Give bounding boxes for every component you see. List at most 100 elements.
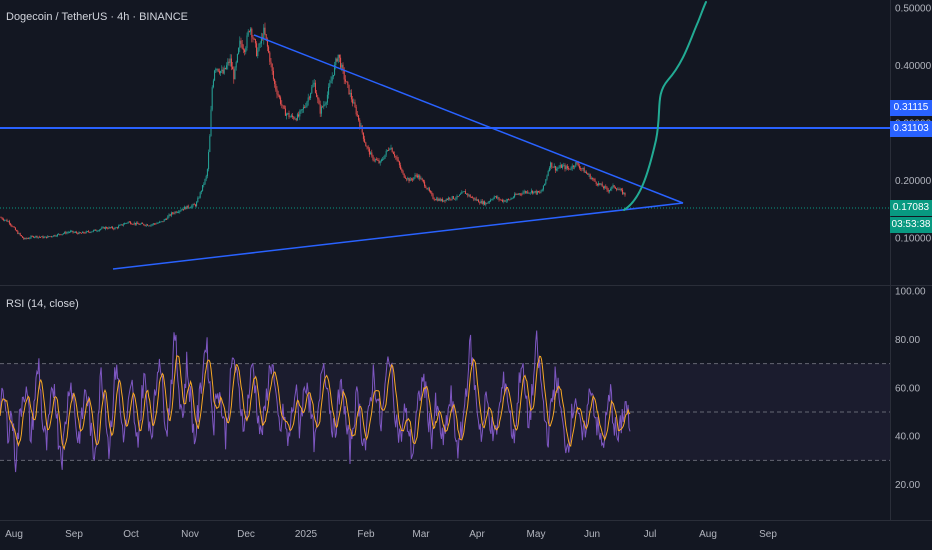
candle-body bbox=[109, 227, 111, 228]
candle-body bbox=[59, 233, 61, 235]
candle-body bbox=[322, 106, 324, 108]
candle-body bbox=[53, 235, 55, 237]
time-tick-label: Oct bbox=[123, 529, 139, 540]
time-tick-label: Nov bbox=[181, 529, 199, 540]
candle-body bbox=[176, 212, 178, 213]
candle-body bbox=[479, 202, 481, 204]
candle-body bbox=[372, 155, 374, 160]
candle-body bbox=[224, 67, 226, 69]
candle-body bbox=[275, 83, 277, 90]
candle-body bbox=[457, 196, 459, 197]
candle-body bbox=[232, 66, 234, 70]
candle-body bbox=[374, 159, 376, 161]
candle-body bbox=[409, 178, 411, 182]
candle-body bbox=[61, 233, 63, 235]
candle-body bbox=[342, 64, 344, 70]
candle-body bbox=[354, 102, 356, 108]
candle-body bbox=[77, 232, 79, 235]
candle-body bbox=[330, 80, 332, 84]
candle-body bbox=[110, 226, 112, 228]
rsi-title: RSI (14, close) bbox=[6, 298, 79, 310]
candle-body bbox=[190, 207, 192, 209]
candle-body bbox=[521, 193, 523, 195]
candle-body bbox=[368, 148, 370, 155]
candle-body bbox=[616, 188, 618, 190]
time-tick-label: Jun bbox=[584, 529, 600, 540]
candle-body bbox=[606, 187, 608, 190]
candle-body bbox=[443, 200, 445, 202]
candle-body bbox=[55, 235, 57, 237]
candle-body bbox=[367, 146, 369, 149]
candle-body bbox=[449, 197, 451, 200]
candle-body bbox=[552, 166, 554, 168]
candle-body bbox=[120, 224, 122, 226]
candle-body bbox=[282, 105, 284, 107]
candle-body bbox=[62, 233, 64, 235]
candle-body bbox=[424, 181, 426, 187]
candle-body bbox=[162, 221, 164, 223]
candle-body bbox=[198, 197, 200, 199]
candle-body bbox=[181, 209, 183, 211]
level-price-badge-upper: 0.31115 bbox=[890, 100, 932, 116]
candle-body bbox=[154, 223, 156, 225]
candle-body bbox=[476, 199, 478, 201]
candle-body bbox=[540, 191, 542, 193]
candle-body bbox=[619, 189, 621, 190]
candle-body bbox=[569, 168, 571, 170]
candle-body bbox=[623, 192, 625, 194]
candle-body bbox=[47, 236, 49, 238]
time-tick-label: May bbox=[527, 529, 546, 540]
candle-body bbox=[589, 174, 591, 179]
candle-body bbox=[191, 205, 193, 208]
candle-body bbox=[426, 188, 428, 190]
candle-body bbox=[370, 152, 372, 155]
candle-body bbox=[145, 224, 147, 226]
candle-body bbox=[278, 95, 280, 98]
candle-body bbox=[502, 199, 504, 202]
candle-body bbox=[284, 108, 286, 116]
candle-body bbox=[582, 168, 584, 169]
candle-body bbox=[78, 232, 80, 235]
candle-body bbox=[126, 222, 128, 224]
candle-body bbox=[241, 43, 243, 49]
candle-body bbox=[80, 232, 82, 234]
candle-body bbox=[468, 194, 470, 196]
candle-body bbox=[19, 233, 21, 236]
candle-body bbox=[107, 228, 109, 230]
candle-body bbox=[355, 107, 357, 115]
candle-body bbox=[50, 236, 52, 238]
candle-body bbox=[130, 221, 132, 224]
candle-body bbox=[385, 150, 387, 155]
candle-body bbox=[17, 231, 19, 234]
time-tick-label: Sep bbox=[65, 529, 83, 540]
candle-body bbox=[40, 236, 42, 238]
candle-body bbox=[505, 200, 507, 202]
candle-body bbox=[584, 172, 586, 173]
candle-body bbox=[439, 198, 441, 201]
candle-body bbox=[31, 236, 33, 237]
candle-body bbox=[178, 211, 180, 213]
candle-body bbox=[434, 199, 436, 201]
candle-body bbox=[175, 211, 177, 213]
candle-body bbox=[271, 63, 273, 71]
candle-body bbox=[208, 152, 210, 170]
candle-body bbox=[160, 221, 162, 223]
candle-body bbox=[42, 236, 44, 238]
candle-body bbox=[524, 191, 526, 193]
candle-body bbox=[384, 154, 386, 159]
candle-body bbox=[335, 58, 337, 65]
candle-body bbox=[575, 162, 577, 167]
candle-body bbox=[515, 194, 517, 195]
candle-body bbox=[227, 61, 229, 66]
candle-body bbox=[318, 99, 320, 105]
candle-body bbox=[128, 221, 130, 223]
candle-body bbox=[179, 210, 181, 212]
candle-body bbox=[251, 28, 253, 38]
candle-body bbox=[452, 196, 454, 199]
candle-body bbox=[470, 197, 472, 198]
candle-body bbox=[396, 157, 398, 160]
candle-body bbox=[242, 48, 244, 50]
current-price-badge: 0.17083 bbox=[890, 200, 932, 216]
